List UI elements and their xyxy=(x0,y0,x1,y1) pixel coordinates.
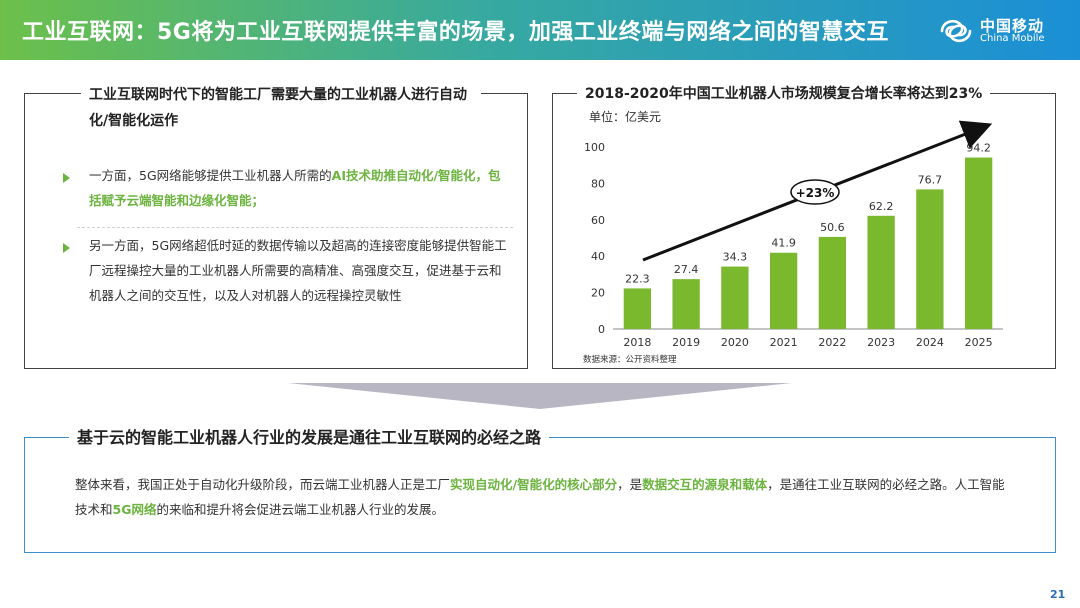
chart-title: 2018-2020年中国工业机器人市场规模复合增长率将达到23% xyxy=(577,82,991,106)
bullet-text-1: 一方面，5G网络能够提供工业机器人所需的AI技术助推自动化/智能化，包括赋予云端… xyxy=(89,163,509,213)
x-tick-label-2018: 2018 xyxy=(623,336,651,349)
y-tick-label: 0 xyxy=(598,323,605,336)
market-size-bar-chart: 单位：亿美元 0 20 40 60 80 100 22.3 27.4 34.3 41.9 50.6… xyxy=(583,109,1003,365)
x-tick-label-2020: 2020 xyxy=(721,336,749,349)
header-banner: 工业互联网：5G将为工业互联网提供丰富的场景，加强工业终端与网络之间的智慧交互 … xyxy=(0,0,1080,60)
value-label-2025: 94.2 xyxy=(966,142,991,155)
x-tick-label-2024: 2024 xyxy=(916,336,944,349)
chart-unit-label: 单位：亿美元 xyxy=(589,109,661,124)
summary-text-b: ，是 xyxy=(617,477,643,492)
bottom-panel-title: 基于云的智能工业机器人行业的发展是通往工业互联网的必经之路 xyxy=(69,424,550,452)
x-tick-label-2022: 2022 xyxy=(818,336,846,349)
value-label-2019: 27.4 xyxy=(674,263,699,276)
y-tick-label: 60 xyxy=(591,214,605,227)
bar-2021 xyxy=(769,252,798,329)
bar-2024 xyxy=(916,189,944,329)
y-tick-label: 100 xyxy=(584,141,605,154)
growth-rate-badge xyxy=(790,179,840,205)
x-tick-label-2019: 2019 xyxy=(672,336,700,349)
bar-2023 xyxy=(867,215,895,329)
value-label-2022: 50.6 xyxy=(820,221,845,234)
down-arrow-shape xyxy=(288,383,792,409)
page-number: 21 xyxy=(1050,588,1066,601)
china-mobile-logo: 中国移动 China Mobile xyxy=(938,14,1068,48)
y-tick-label: 80 xyxy=(591,177,605,190)
bottom-panel-text: 整体来看，我国正处于自动化升级阶段，而云端工业机器人正是工厂实现自动化/智能化的… xyxy=(75,472,1015,522)
logo-text-en: China Mobile xyxy=(980,33,1045,44)
value-label-2018: 22.3 xyxy=(625,272,650,285)
value-label-2024: 76.7 xyxy=(918,173,943,186)
left-panel-title: 工业互联网时代下的智能工厂需要大量的工业机器人进行自动化/智能化运作 xyxy=(81,82,481,134)
summary-text-a: 整体来看，我国正处于自动化升级阶段，而云端工业机器人正是工厂 xyxy=(75,477,451,492)
summary-text-d: 的来临和提升将会促进云端工业机器人行业的发展。 xyxy=(156,502,444,517)
summary-highlight-a: 实现自动化/智能化的核心部分 xyxy=(450,477,618,492)
chart-panel: 2018-2020年中国工业机器人市场规模复合增长率将达到23% 单位：亿美元 … xyxy=(552,82,1056,369)
growth-rate-label: +23% xyxy=(796,186,835,200)
page-title: 工业互联网：5G将为工业互联网提供丰富的场景，加强工业终端与网络之间的智慧交互 xyxy=(22,20,889,45)
x-tick-label-2025: 2025 xyxy=(965,336,993,349)
summary-highlight-c: 5G网络 xyxy=(112,502,157,517)
y-tick-label: 20 xyxy=(591,287,605,300)
value-label-2020: 34.3 xyxy=(723,251,748,264)
bar-2018 xyxy=(623,288,652,329)
summary-text-c: ，是通往工业互联网的必经之路。人工智能技术和 xyxy=(75,477,1005,517)
x-tick-label-2023: 2023 xyxy=(867,336,895,349)
value-label-2023: 62.2 xyxy=(869,200,894,213)
bar-2025 xyxy=(964,157,993,329)
bullet-1-highlight: AI技术助推自动化/智能化，包括赋予云端智能和边缘化智能； xyxy=(89,168,501,208)
bar-2022 xyxy=(818,236,847,329)
bullet-text-2: 另一方面，5G网络超低时延的数据传输以及超高的连接密度能够提供智能工厂远程操控大… xyxy=(89,238,507,303)
x-tick-label-2021: 2021 xyxy=(770,336,798,349)
bottom-panel: 基于云的智能工业机器人行业的发展是通往工业互联网的必经之路 整体来看，我国正处于… xyxy=(24,424,1056,553)
dashed-divider xyxy=(77,227,513,228)
bar-2019 xyxy=(672,279,700,329)
summary-highlight-b: 数据交互的源泉和载体 xyxy=(642,477,768,492)
triangle-bullet-icon xyxy=(63,173,70,183)
value-label-2021: 41.9 xyxy=(771,237,796,250)
china-mobile-logo-icon xyxy=(940,19,972,43)
y-tick-label: 40 xyxy=(591,250,605,263)
logo-text-cn: 中国移动 xyxy=(980,17,1045,35)
chart-source-note: 数据来源：公开资料整理 xyxy=(583,354,677,365)
bar-2020 xyxy=(721,266,749,329)
left-panel: 工业互联网时代下的智能工厂需要大量的工业机器人进行自动化/智能化运作 一方面，5… xyxy=(24,82,528,369)
bullet-1-text: 一方面，5G网络能够提供工业机器人所需的 xyxy=(89,168,332,183)
triangle-bullet-icon xyxy=(63,243,70,253)
